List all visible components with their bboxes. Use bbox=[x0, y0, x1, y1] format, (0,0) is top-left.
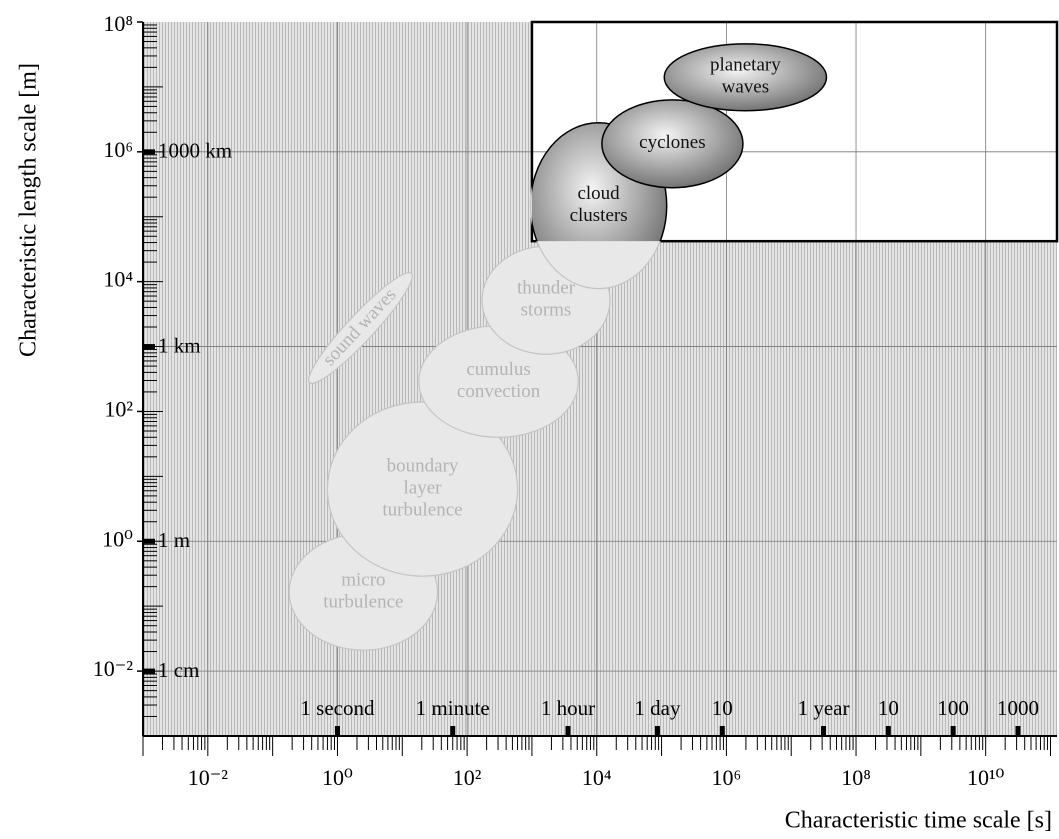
phenomenon-label: layer bbox=[403, 477, 442, 498]
phenomenon-label: micro bbox=[341, 569, 385, 590]
x-tick-label: 10⁻² bbox=[188, 765, 229, 790]
phenomenon-label: thunder bbox=[517, 278, 576, 299]
time-marker-label: 1 minute bbox=[416, 696, 490, 720]
length-marker-label: 1 cm bbox=[158, 658, 199, 682]
phenomenon-label: cyclones bbox=[639, 132, 705, 153]
highlight-box-border bbox=[530, 20, 1059, 243]
y-tick-label: 10⁰ bbox=[102, 526, 133, 551]
x-axis-label: Characteristic time scale [s] bbox=[785, 808, 1052, 834]
phenomenon-label: waves bbox=[722, 77, 769, 98]
phenomenon-label: convection bbox=[457, 381, 541, 402]
phenomenon-label: planetary bbox=[710, 55, 781, 76]
length-marker-label: 1000 km bbox=[158, 139, 232, 163]
phenomenon-label: cloud bbox=[577, 183, 620, 204]
time-marker-label: 100 bbox=[937, 696, 969, 720]
phenomenon-ellipse bbox=[326, 401, 519, 577]
phenomenon-label: storms bbox=[521, 300, 572, 321]
x-tick-label: 10² bbox=[453, 765, 482, 790]
phenomenon-label: cumulus bbox=[466, 359, 530, 380]
y-tick-label: 10⁶ bbox=[103, 137, 133, 162]
phenomenon-ellipse bbox=[601, 99, 744, 189]
time-marker-label: 1 hour bbox=[541, 696, 595, 720]
y-tick-label: 10⁸ bbox=[103, 11, 133, 36]
x-tick-label: 10⁸ bbox=[841, 765, 871, 790]
time-marker-label: 10 bbox=[878, 696, 899, 720]
time-marker-label: 10 bbox=[712, 696, 733, 720]
time-marker-label: 1000 bbox=[997, 696, 1039, 720]
y-tick-label: 10⁻² bbox=[93, 656, 134, 681]
phenomenon-label: clusters bbox=[570, 205, 628, 226]
phenomenon-label: turbulence bbox=[323, 591, 403, 612]
phenomenon-ellipse bbox=[663, 43, 828, 112]
phenomenon-ellipse bbox=[308, 272, 413, 384]
time-marker-label: 1 second bbox=[300, 696, 375, 720]
time-marker-label: 1 year bbox=[798, 696, 850, 720]
x-tick-label: 10⁶ bbox=[712, 765, 742, 790]
x-tick-label: 10⁴ bbox=[582, 765, 612, 790]
phenomenon-label: turbulence bbox=[382, 499, 462, 520]
y-tick-label: 10² bbox=[104, 397, 133, 422]
time-marker-label: 1 day bbox=[634, 696, 681, 720]
length-marker-label: 1 km bbox=[158, 333, 201, 357]
y-tick-label: 10⁴ bbox=[103, 267, 133, 292]
phenomenon: cyclones bbox=[601, 99, 744, 189]
x-tick-label: 10¹⁰ bbox=[967, 765, 1005, 790]
phenomenon-label: boundary bbox=[387, 455, 459, 476]
y-axis-label: Characteristic length scale [m] bbox=[16, 63, 42, 357]
length-marker-label: 1 m bbox=[158, 528, 190, 552]
x-tick-label: 10⁰ bbox=[322, 765, 353, 790]
